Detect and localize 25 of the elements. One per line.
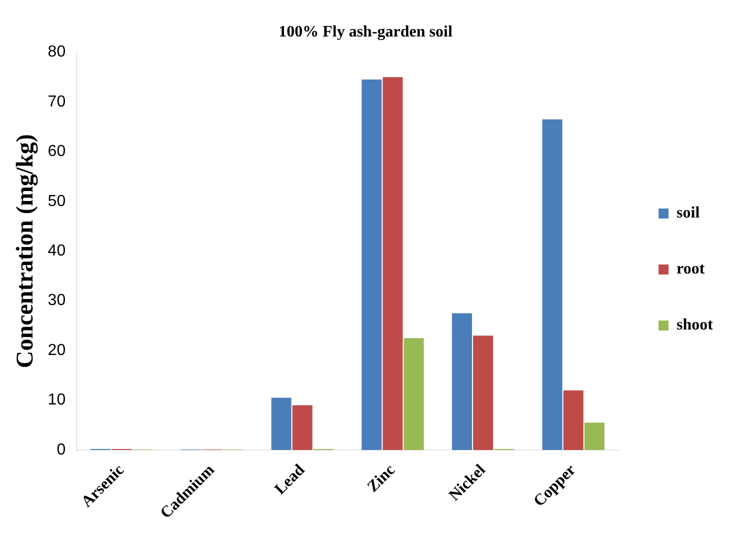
bar bbox=[382, 77, 403, 450]
legend-label: root bbox=[676, 260, 706, 278]
bar bbox=[271, 398, 292, 450]
bar bbox=[362, 80, 382, 450]
bar bbox=[452, 313, 472, 450]
bar bbox=[584, 422, 604, 450]
bar bbox=[404, 338, 424, 450]
bar bbox=[542, 119, 562, 450]
chart-title: 100% Fly ash-garden soil bbox=[278, 24, 453, 41]
x-tick-label: Zinc bbox=[364, 462, 398, 496]
legend-label: shoot bbox=[676, 316, 714, 334]
bar bbox=[292, 405, 312, 450]
y-tick-label: 0 bbox=[56, 441, 66, 458]
bar bbox=[473, 336, 494, 450]
y-tick-label: 30 bbox=[48, 292, 66, 310]
bar bbox=[563, 390, 584, 450]
y-tick-label: 70 bbox=[48, 93, 66, 110]
y-tick-label: 60 bbox=[48, 143, 66, 160]
y-tick-label: 80 bbox=[48, 44, 66, 61]
y-tick-label: 10 bbox=[48, 392, 66, 409]
y-tick-label: 20 bbox=[48, 342, 66, 359]
legend-label: soil bbox=[676, 204, 700, 222]
y-tick-label: 50 bbox=[48, 192, 66, 210]
y-axis-title: Concentration (mg/kg) bbox=[12, 134, 39, 368]
y-tick-label: 40 bbox=[48, 242, 66, 260]
